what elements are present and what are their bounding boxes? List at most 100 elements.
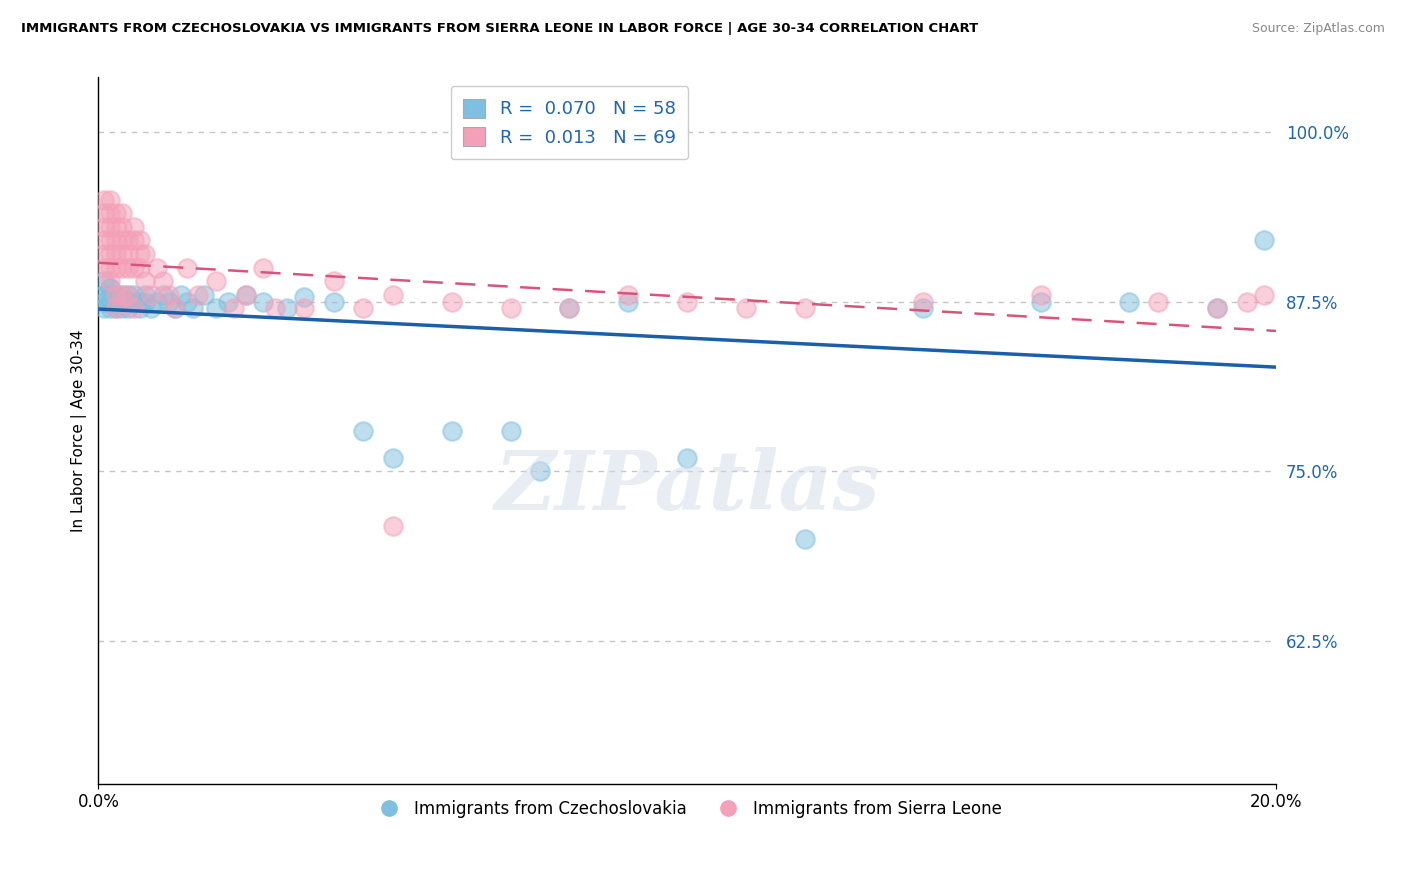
Point	[235, 287, 257, 301]
Point	[105, 206, 128, 220]
Point	[122, 219, 145, 234]
Point	[122, 260, 145, 275]
Point	[1253, 234, 1275, 248]
Point	[98, 281, 121, 295]
Point	[440, 294, 463, 309]
Point	[134, 287, 156, 301]
Point	[217, 294, 239, 309]
Point	[105, 247, 128, 261]
Point	[141, 301, 163, 316]
Point	[1206, 301, 1229, 316]
Point	[170, 287, 193, 301]
Point	[98, 247, 121, 261]
Point	[111, 287, 134, 301]
Point	[1029, 287, 1052, 301]
Point	[235, 287, 257, 301]
Point	[163, 301, 186, 316]
Point	[122, 294, 145, 309]
Point	[111, 301, 134, 316]
Point	[98, 274, 121, 288]
Point	[176, 294, 198, 309]
Point	[128, 234, 150, 248]
Point	[117, 247, 139, 261]
Point	[1147, 294, 1170, 309]
Point	[1029, 294, 1052, 309]
Point	[128, 260, 150, 275]
Point	[558, 301, 581, 316]
Point	[93, 287, 115, 301]
Point	[111, 294, 134, 309]
Point	[264, 301, 287, 316]
Point	[111, 234, 134, 248]
Point	[381, 518, 404, 533]
Point	[93, 260, 115, 275]
Point	[222, 301, 245, 316]
Point	[499, 424, 522, 438]
Point	[111, 206, 134, 220]
Point	[122, 234, 145, 248]
Point	[1118, 294, 1140, 309]
Point	[93, 274, 115, 288]
Point	[152, 287, 174, 301]
Point	[794, 533, 817, 547]
Point	[676, 450, 699, 465]
Point	[794, 301, 817, 316]
Point	[93, 301, 115, 316]
Y-axis label: In Labor Force | Age 30-34: In Labor Force | Age 30-34	[72, 329, 87, 532]
Point	[558, 301, 581, 316]
Point	[205, 274, 228, 288]
Point	[617, 294, 640, 309]
Point	[529, 464, 551, 478]
Point	[105, 260, 128, 275]
Point	[111, 260, 134, 275]
Point	[205, 301, 228, 316]
Point	[735, 301, 758, 316]
Point	[157, 294, 180, 309]
Point	[105, 294, 128, 309]
Point	[163, 301, 186, 316]
Text: IMMIGRANTS FROM CZECHOSLOVAKIA VS IMMIGRANTS FROM SIERRA LEONE IN LABOR FORCE | : IMMIGRANTS FROM CZECHOSLOVAKIA VS IMMIGR…	[21, 22, 979, 36]
Point	[98, 193, 121, 207]
Point	[134, 294, 156, 309]
Point	[111, 219, 134, 234]
Point	[322, 274, 344, 288]
Point	[98, 219, 121, 234]
Point	[105, 294, 128, 309]
Point	[122, 301, 145, 316]
Point	[146, 294, 169, 309]
Point	[352, 424, 374, 438]
Point	[117, 234, 139, 248]
Text: Source: ZipAtlas.com: Source: ZipAtlas.com	[1251, 22, 1385, 36]
Point	[252, 260, 274, 275]
Point	[98, 206, 121, 220]
Point	[381, 450, 404, 465]
Point	[1253, 287, 1275, 301]
Point	[93, 193, 115, 207]
Point	[98, 234, 121, 248]
Point	[181, 301, 204, 316]
Point	[93, 219, 115, 234]
Point	[499, 301, 522, 316]
Point	[440, 424, 463, 438]
Point	[98, 294, 121, 309]
Point	[111, 287, 134, 301]
Point	[98, 301, 121, 316]
Point	[134, 274, 156, 288]
Point	[381, 287, 404, 301]
Point	[117, 287, 139, 301]
Point	[322, 294, 344, 309]
Point	[176, 260, 198, 275]
Point	[141, 287, 163, 301]
Point	[105, 287, 128, 301]
Point	[105, 287, 128, 301]
Point	[128, 301, 150, 316]
Point	[93, 234, 115, 248]
Point	[98, 287, 121, 301]
Point	[617, 287, 640, 301]
Point	[117, 260, 139, 275]
Point	[122, 287, 145, 301]
Point	[105, 301, 128, 316]
Point	[117, 301, 139, 316]
Point	[111, 294, 134, 309]
Point	[93, 247, 115, 261]
